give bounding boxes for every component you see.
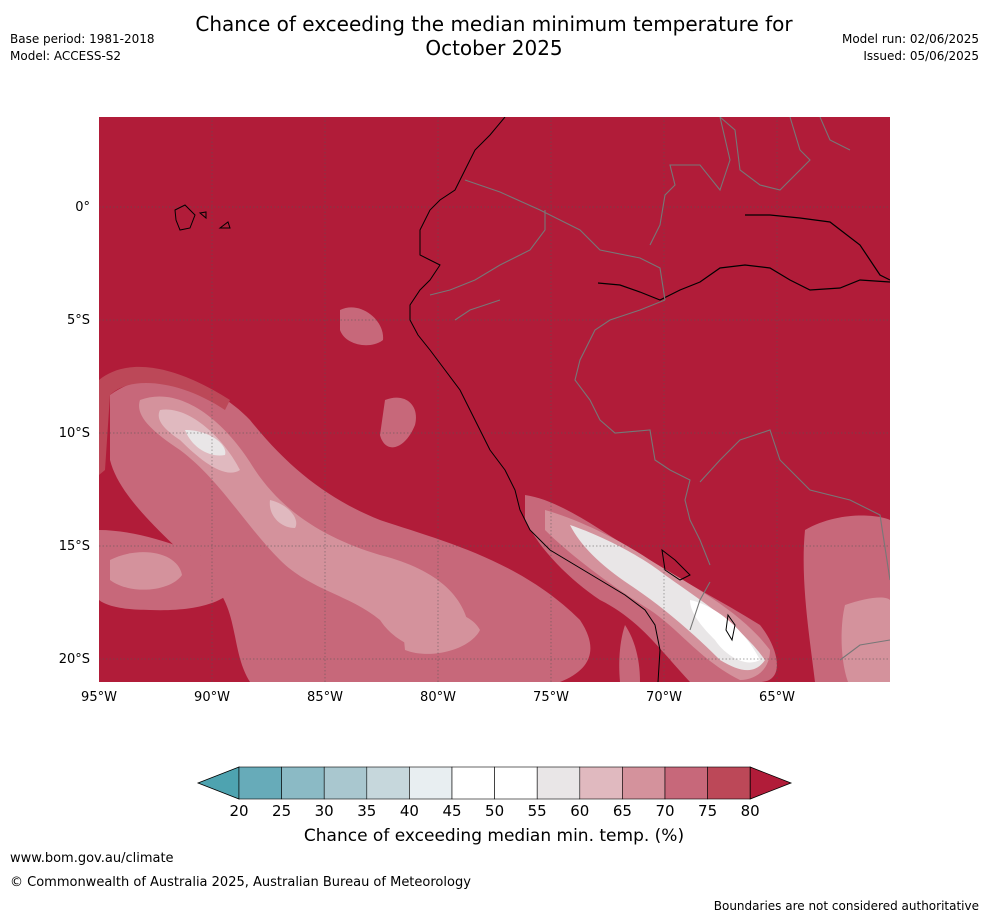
colorbar-tick-label: 65 xyxy=(613,802,632,820)
contour-70-central xyxy=(340,307,384,346)
lon-label: 90°W xyxy=(194,690,230,705)
longitude-labels: 95°W 90°W 85°W 80°W 75°W 70°W 65°W xyxy=(81,690,795,705)
lat-label: 20°S xyxy=(59,652,90,667)
boundaries xyxy=(174,117,890,682)
amazon-river xyxy=(597,264,890,301)
colorbar-segment xyxy=(622,766,666,800)
colorbar-tick-label: 75 xyxy=(698,802,717,820)
galapagos-2 xyxy=(218,221,231,229)
colorbar: 20 25 30 35 40 45 50 55 60 65 70 75 80 xyxy=(196,766,793,820)
colorbar-tick-label: 35 xyxy=(357,802,376,820)
colorbar-tick-label: 25 xyxy=(272,802,291,820)
footer-copyright: © Commonwealth of Australia 2025, Austra… xyxy=(10,875,471,890)
colorbar-segment xyxy=(451,766,495,800)
colorbar-tick-label: 40 xyxy=(400,802,419,820)
lon-label: 85°W xyxy=(307,690,343,705)
lon-label: 65°W xyxy=(759,690,795,705)
colorbar-segment xyxy=(579,766,623,800)
gridlines xyxy=(99,117,890,682)
footer-url: www.bom.gov.au/climate xyxy=(10,851,174,866)
issued-text: Issued: 05/06/2025 xyxy=(863,49,979,63)
contour-50-peru xyxy=(690,600,760,663)
coast-east xyxy=(745,214,890,281)
colorbar-tick-label: 45 xyxy=(442,802,461,820)
galapagos-1 xyxy=(174,204,196,231)
colorbar-tick-label: 30 xyxy=(315,802,334,820)
colorbar-segment xyxy=(707,766,751,800)
footer-note: Boundaries are not considered authoritat… xyxy=(713,899,979,913)
title-line-2: October 2025 xyxy=(425,36,563,60)
lake-titicaca xyxy=(661,548,691,581)
colorbar-segment xyxy=(323,766,368,800)
contour-60b xyxy=(269,500,297,528)
base-period-text: Base period: 1981-2018 xyxy=(10,32,155,46)
meta-left: Base period: 1981-2018 Model: ACCESS-S2 xyxy=(10,31,155,65)
contour-70-streak xyxy=(619,625,640,682)
contour-65-southwest xyxy=(110,552,182,590)
latitude-labels: 0° 5°S 10°S 15°S 20°S xyxy=(59,200,90,667)
contour-70-c2 xyxy=(380,397,416,448)
colorbar-segment xyxy=(409,766,453,800)
colorbar-tick-label: 60 xyxy=(570,802,589,820)
title-line-1: Chance of exceeding the median minimum t… xyxy=(195,12,793,36)
lat-label: 15°S xyxy=(59,539,90,554)
lat-label: 0° xyxy=(75,200,90,215)
colorbar-segment xyxy=(494,766,538,800)
contour-65-south xyxy=(400,600,480,654)
colorbar-tick-label: 55 xyxy=(528,802,547,820)
lake-poopo xyxy=(725,613,736,642)
lon-label: 70°W xyxy=(646,690,682,705)
contour-55 xyxy=(185,430,226,456)
colorbar-tick-label: 70 xyxy=(655,802,674,820)
lon-label: 80°W xyxy=(420,690,456,705)
page-title: Chance of exceeding the median minimum t… xyxy=(0,12,988,60)
colorbar-tick-label: 50 xyxy=(485,802,504,820)
contour-65-east xyxy=(841,597,890,682)
meta-right: Model run: 02/06/2025 Issued: 05/06/2025 xyxy=(842,31,979,65)
lat-label: 5°S xyxy=(67,313,90,328)
model-text: Model: ACCESS-S2 xyxy=(10,49,122,63)
model-run-text: Model run: 02/06/2025 xyxy=(841,32,979,46)
colorbar-under-arrow xyxy=(196,766,240,800)
colorbar-segment xyxy=(238,766,282,800)
lon-label: 75°W xyxy=(533,690,569,705)
colorbar-segment xyxy=(664,766,708,800)
contour-75 xyxy=(99,366,230,475)
lon-label: 95°W xyxy=(81,690,117,705)
probability-shading xyxy=(99,307,890,682)
colorbar-title: Chance of exceeding median min. temp. (%… xyxy=(303,826,685,846)
galapagos-3 xyxy=(198,211,207,220)
colorbar-segment xyxy=(281,766,325,800)
colorbar-segment xyxy=(366,766,410,800)
colorbar-tick-label: 80 xyxy=(741,802,760,820)
colorbar-over-arrow xyxy=(749,766,793,800)
colorbar-segment xyxy=(536,766,581,800)
coastline xyxy=(409,117,661,682)
borders xyxy=(429,117,890,661)
colorbar-tick-label: 20 xyxy=(229,802,248,820)
lat-label: 10°S xyxy=(59,426,90,441)
